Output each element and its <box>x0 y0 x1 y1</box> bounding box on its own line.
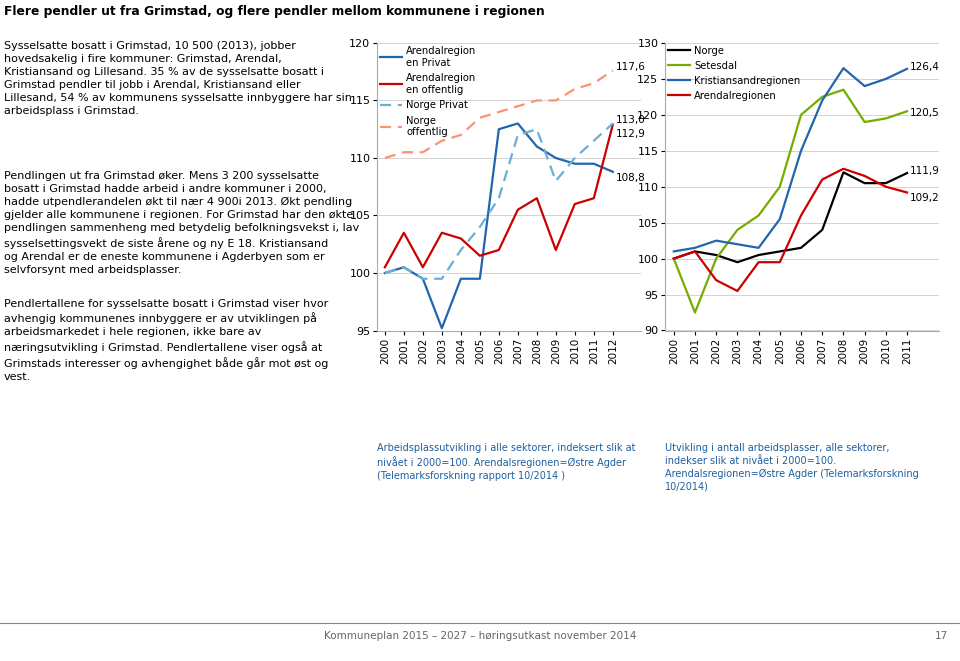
Legend: Arendalregion
en Privat, Arendalregion
en offentlig, Norge Privat, Norge
offentl: Arendalregion en Privat, Arendalregion e… <box>380 46 476 137</box>
Text: 117,6: 117,6 <box>615 62 645 72</box>
Text: Kommuneplan 2015 – 2027 – høringsutkast november 2014: Kommuneplan 2015 – 2027 – høringsutkast … <box>324 631 636 641</box>
Text: 17: 17 <box>935 631 948 641</box>
Text: Pendlingen ut fra Grimstad øker. Mens 3 200 sysselsatte
bosatt i Grimstad hadde : Pendlingen ut fra Grimstad øker. Mens 3 … <box>4 171 359 275</box>
Text: Flere pendler ut fra Grimstad, og flere pendler mellom kommunene i regionen: Flere pendler ut fra Grimstad, og flere … <box>4 5 544 18</box>
Text: 111,9: 111,9 <box>910 166 940 176</box>
Text: Utvikling i antall arbeidsplasser, alle sektorer,
indekser slik at nivået i 2000: Utvikling i antall arbeidsplasser, alle … <box>665 443 919 492</box>
Text: 120,5: 120,5 <box>910 108 940 118</box>
Text: Arbeidsplassutvikling i alle sektorer, indeksert slik at
nivået i 2000=100. Aren: Arbeidsplassutvikling i alle sektorer, i… <box>377 443 636 481</box>
Text: Sysselsatte bosatt i Grimstad, 10 500 (2013), jobber
hovedsakelig i fire kommune: Sysselsatte bosatt i Grimstad, 10 500 (2… <box>4 41 351 116</box>
Text: Pendlertallene for sysselsatte bosatt i Grimstad viser hvor
avhengig kommunenes : Pendlertallene for sysselsatte bosatt i … <box>4 299 328 382</box>
Legend: Norge, Setesdal, Kristiansandregionen, Arendalregionen: Norge, Setesdal, Kristiansandregionen, A… <box>668 46 801 101</box>
Text: 108,8: 108,8 <box>615 173 645 182</box>
Text: 109,2: 109,2 <box>910 193 940 203</box>
Text: 126,4: 126,4 <box>910 61 940 71</box>
Text: 113,0: 113,0 <box>615 115 645 125</box>
Text: 112,9: 112,9 <box>615 129 645 139</box>
